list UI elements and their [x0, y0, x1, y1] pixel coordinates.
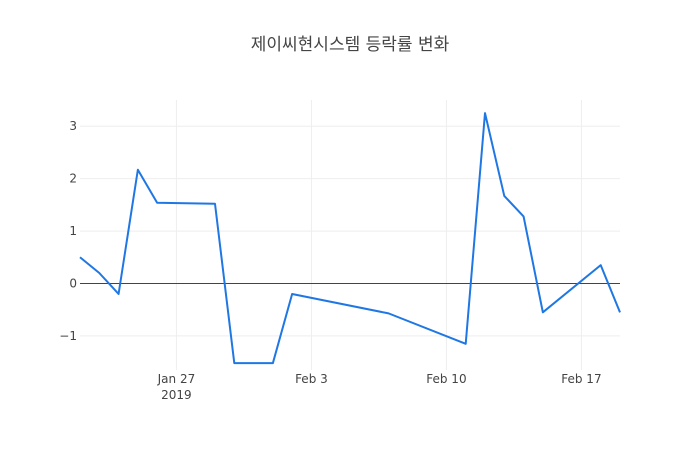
- chart-title: 제이씨현시스템 등락률 변화: [251, 35, 450, 55]
- x-axis-ticks: Jan 27 2019 Feb 3 Feb 10 Feb 17: [157, 372, 602, 402]
- y-axis-ticks: −1 0 1 2 3: [59, 119, 77, 343]
- y-tick-label: 1: [69, 224, 77, 238]
- x-tick-label: Feb 17: [561, 372, 601, 386]
- gridlines: [80, 100, 620, 370]
- y-tick-label: 0: [69, 276, 77, 290]
- y-tick-label: 2: [69, 172, 77, 186]
- series-layer: [79, 112, 621, 365]
- y-tick-label: −1: [59, 329, 77, 343]
- series-line: [79, 112, 621, 365]
- x-tick-label: Jan 27: [157, 372, 196, 386]
- y-tick-label: 3: [69, 119, 77, 133]
- x-tick-label: Feb 3: [295, 372, 328, 386]
- x-tick-label: Feb 10: [426, 372, 466, 386]
- x-tick-year-label: 2019: [161, 388, 192, 402]
